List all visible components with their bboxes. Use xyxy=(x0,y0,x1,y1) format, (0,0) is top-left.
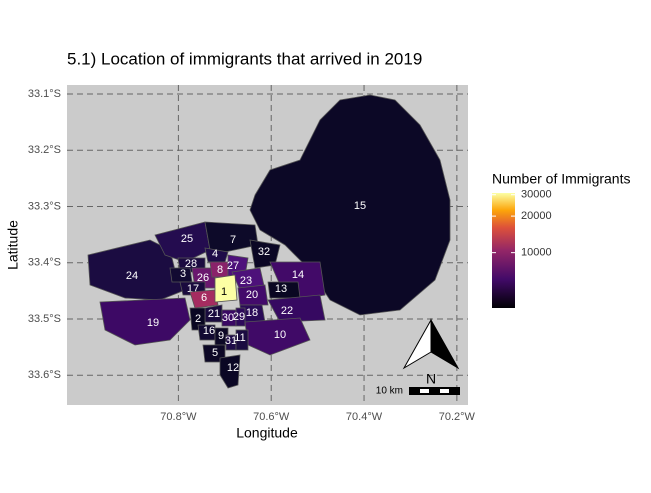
legend-tick-label: 20000 xyxy=(521,210,552,222)
region-label: 24 xyxy=(126,270,138,282)
region-label: 22 xyxy=(281,305,293,317)
scale-bar: 10 km xyxy=(376,386,460,397)
region-label: 20 xyxy=(246,289,258,301)
region xyxy=(219,354,241,389)
region-label: 32 xyxy=(258,246,270,258)
y-tick-label: 33.2°S xyxy=(28,144,61,156)
region-label: 13 xyxy=(275,283,287,295)
region-label: 1 xyxy=(221,286,227,298)
x-tick-label: 70.4°W xyxy=(346,411,383,423)
y-tick-label: 33.4°S xyxy=(28,257,61,269)
region xyxy=(249,94,451,316)
legend-tick-label: 10000 xyxy=(521,247,552,259)
north-arrow: N xyxy=(402,318,460,387)
region xyxy=(235,329,249,351)
region-label: 18 xyxy=(246,307,258,319)
region-label: 25 xyxy=(181,233,193,245)
y-tick-label: 33.6°S xyxy=(28,369,61,381)
region-label: 23 xyxy=(240,275,252,287)
region xyxy=(237,284,269,306)
region-label: 12 xyxy=(227,362,239,374)
region-label: 31 xyxy=(225,335,237,347)
region-label: 5 xyxy=(212,347,218,359)
region xyxy=(214,274,238,303)
region-label: 29 xyxy=(233,311,245,323)
region xyxy=(99,297,191,346)
y-tick-label: 33.3°S xyxy=(28,200,61,212)
region-label: 8 xyxy=(217,264,223,276)
y-tick-label: 33.5°S xyxy=(28,313,61,325)
region xyxy=(204,221,259,253)
region xyxy=(235,307,246,327)
map-title: 5.1) Location of immigrants that arrived… xyxy=(67,49,422,68)
region-label: 21 xyxy=(208,308,220,320)
x-tick-label: 70.6°W xyxy=(253,411,290,423)
x-axis-label: Longitude xyxy=(236,425,298,441)
y-axis-label: Latitude xyxy=(5,220,21,270)
region-label: 9 xyxy=(218,330,224,342)
region-label: 30 xyxy=(222,312,234,324)
legend-tick-label: 30000 xyxy=(521,189,552,201)
region-label: 14 xyxy=(292,269,304,281)
region-label: 28 xyxy=(185,258,197,270)
scale-label: 10 km xyxy=(376,386,403,397)
region xyxy=(154,221,211,263)
region-label: 15 xyxy=(354,200,366,212)
north-label: N xyxy=(426,371,436,387)
region-label: 26 xyxy=(197,272,209,284)
region-label: 19 xyxy=(147,317,159,329)
region xyxy=(267,294,326,323)
region-label: 11 xyxy=(234,332,245,344)
region-label: 2 xyxy=(195,313,201,325)
y-tick-label: 33.1°S xyxy=(28,88,61,100)
region-label: 27 xyxy=(227,260,239,272)
colorbar xyxy=(492,193,515,308)
region-label: 3 xyxy=(180,268,186,280)
region-label: 4 xyxy=(212,248,218,260)
x-tick-label: 70.8°W xyxy=(160,411,197,423)
region xyxy=(189,289,219,309)
x-tick-label: 70.2°W xyxy=(439,411,476,423)
region-label: 16 xyxy=(203,325,215,337)
region-label: 10 xyxy=(274,329,286,341)
region-label: 7 xyxy=(230,234,236,246)
legend-title: Number of Immigrants xyxy=(492,171,630,187)
region-label: 6 xyxy=(201,292,207,304)
